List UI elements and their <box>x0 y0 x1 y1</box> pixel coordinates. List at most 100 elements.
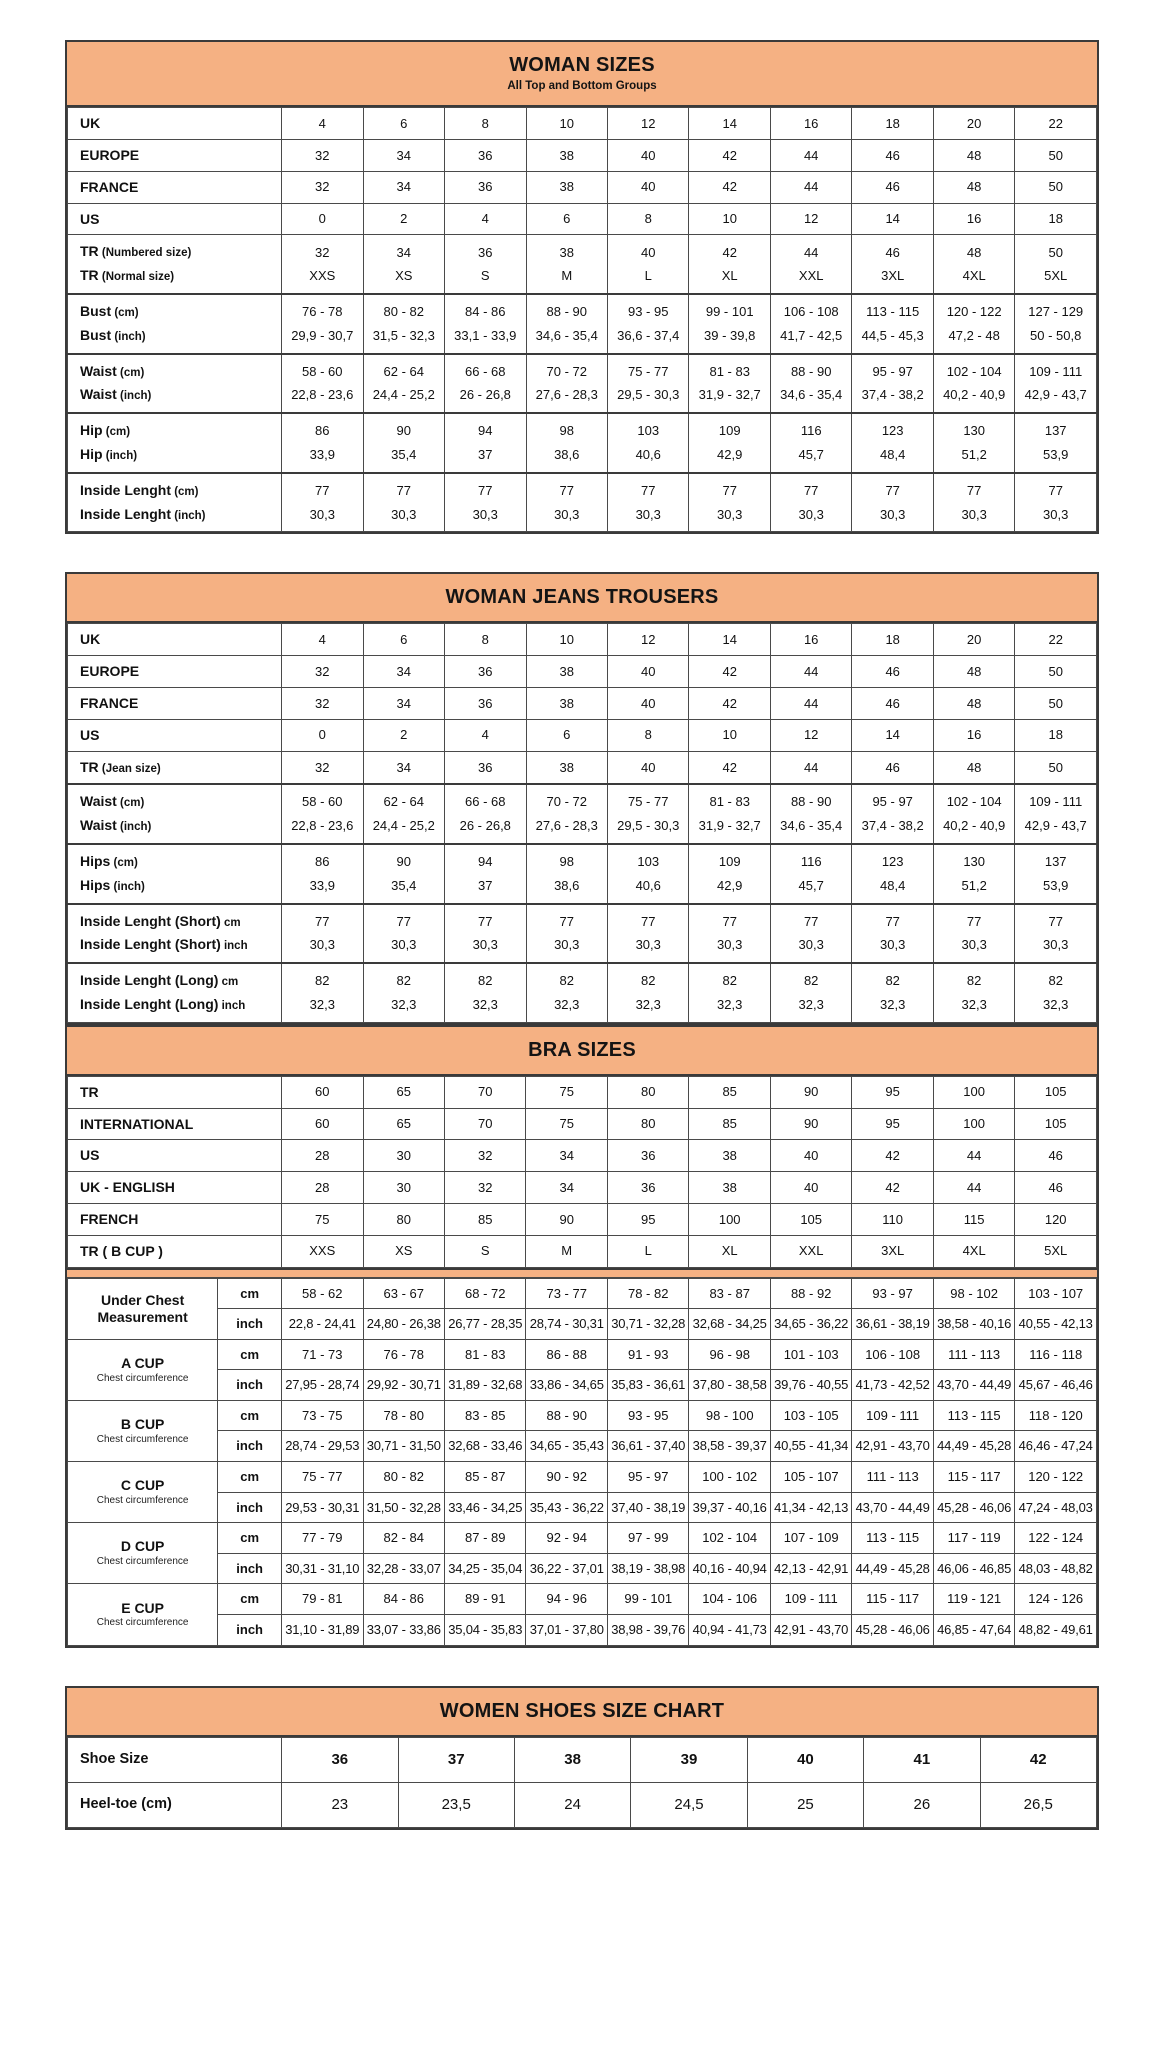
data-cell: 36,61 - 38,19 <box>851 1308 934 1340</box>
bra-sizes-grid: TR 60 65 70 75 80 85 90 95 100 105 INTERNATIONAL 60 6… <box>66 1075 1097 1268</box>
data-cell: 38 <box>525 750 608 785</box>
data-cell: 103 <box>606 842 690 874</box>
data-cell: 18 <box>1014 718 1097 752</box>
data-cell: 12 <box>606 107 690 141</box>
data-cell: 24,4 - 25,2 <box>362 814 446 845</box>
data-cell: 38,58 - 40,16 <box>932 1308 1016 1340</box>
data-cell: 86 - 88 <box>525 1338 608 1371</box>
row-label-text: Inside Lenght (Long) <box>80 995 219 1012</box>
data-cell: L <box>606 1234 690 1268</box>
data-cell: 34 <box>362 170 446 204</box>
data-cell: 87 - 89 <box>443 1522 527 1554</box>
data-cell: S <box>444 264 527 295</box>
table-row: Bust (cm) 76 - 78 80 - 82 84 - 86 88 - 90 93 … <box>66 293 1097 324</box>
data-cell: 90 - 92 <box>525 1461 608 1493</box>
unit-cell-cm: cm <box>217 1399 283 1432</box>
data-cell: 38,58 - 39,37 <box>688 1430 771 1463</box>
data-cell: 30,3 <box>281 502 364 533</box>
cup-row-label: E CUP Chest circumference <box>66 1583 219 1646</box>
data-cell: 37,40 - 38,19 <box>606 1491 690 1524</box>
women-shoes-title: WOMEN SHOES SIZE CHART <box>439 1699 725 1722</box>
cup-note: Chest circumference <box>96 1372 189 1384</box>
data-cell: 29,53 - 30,31 <box>281 1491 364 1524</box>
data-cell: 42,91 - 43,70 <box>851 1430 934 1463</box>
data-cell: 82 <box>769 962 853 993</box>
row-label: TR (Normal size) <box>66 264 283 295</box>
woman-jeans-trousers-title-band: WOMAN JEANS TROUSERS <box>67 574 1097 624</box>
data-cell: 35,43 - 36,22 <box>525 1491 608 1524</box>
data-cell: 106 - 108 <box>851 1338 934 1371</box>
data-cell: 77 <box>444 902 527 934</box>
data-cell: 30,3 <box>932 933 1016 964</box>
data-cell: 40,2 - 40,9 <box>932 383 1016 414</box>
row-label-text: FRANCE <box>80 178 139 195</box>
data-cell: 38 <box>525 686 608 720</box>
data-cell: 46 <box>851 170 934 204</box>
data-cell: 18 <box>851 107 934 141</box>
data-cell: 42,9 <box>688 873 771 905</box>
data-cell: 94 - 96 <box>525 1583 608 1616</box>
data-cell: 96 - 98 <box>688 1338 771 1371</box>
data-cell: 48 <box>932 686 1016 720</box>
data-cell: 65 <box>362 1075 446 1109</box>
data-cell: 20 <box>932 107 1016 141</box>
table-row: EUROPE 32 34 36 38 40 42 44 46 48 50 <box>66 655 1097 688</box>
data-cell: 42 <box>851 1171 934 1204</box>
data-cell: 37 <box>444 442 527 474</box>
data-cell: 100 - 102 <box>688 1461 771 1493</box>
data-cell: 66 - 68 <box>444 352 527 384</box>
data-cell: 95 <box>606 1202 690 1236</box>
table-row: TR (Normal size) XXS XS S M L XL XXL 3XL 4XL 5XL <box>66 264 1097 295</box>
row-label: FRANCE <box>66 170 283 204</box>
data-cell: 34 <box>362 139 446 172</box>
data-cell: 82 <box>525 962 608 993</box>
data-cell: 38 <box>525 170 608 204</box>
table-row: D CUP Chest circumference cm 77 - 79 82 - 84… <box>66 1522 1097 1585</box>
data-cell: 8 <box>606 202 690 236</box>
data-cell: 24,4 - 25,2 <box>362 383 446 414</box>
unit-cell-inch: inch <box>217 1552 283 1585</box>
data-cell: 42 <box>688 686 771 720</box>
data-cell: 107 - 109 <box>769 1522 853 1554</box>
data-cell: 27,95 - 28,74 <box>281 1369 364 1401</box>
data-cell: 42 <box>851 1139 934 1173</box>
row-label-unit: (cm) <box>110 856 138 869</box>
row-label-text: Inside Lenght (Short) <box>80 936 221 953</box>
data-cell: 22,8 - 23,6 <box>281 814 364 845</box>
table-row: Heel-toe (cm) 23 23,5 24 24,5 25 26 26,5 <box>66 1781 1098 1828</box>
data-cell: 46 <box>1014 1171 1097 1204</box>
table-row: Hip (cm) 86 90 94 98 103 109 116 123 130 137 <box>66 412 1097 443</box>
data-cell: 32,28 - 33,07 <box>362 1552 446 1585</box>
data-cell: 32,3 <box>851 992 934 1023</box>
data-cell: 47,2 - 48 <box>932 323 1016 355</box>
data-cell: 33,46 - 34,25 <box>443 1491 527 1524</box>
data-cell: 111 - 113 <box>851 1461 934 1493</box>
data-cell: 73 - 77 <box>525 1277 608 1310</box>
data-cell: 50 <box>1014 750 1097 785</box>
row-label: Inside Lenght (Short) inch <box>66 933 283 964</box>
data-cell: S <box>443 1234 527 1268</box>
data-cell: 70 - 72 <box>525 352 608 384</box>
data-cell: 40 <box>746 1736 865 1783</box>
data-cell: 36 <box>444 686 527 720</box>
data-cell: 109 - 111 <box>1014 352 1097 384</box>
table-row: inch 22,8 - 24,41 24,80 - 26,38 26,77 - 28,… <box>68 1308 1097 1340</box>
data-cell: 0 <box>281 718 364 752</box>
data-cell: 105 - 107 <box>769 1461 853 1493</box>
table-row: Inside Lenght (Long) cm 82 82 82 82 82 82 82 82 8… <box>66 962 1097 993</box>
data-cell: 30,3 <box>525 933 608 964</box>
data-cell: 106 - 108 <box>769 293 853 324</box>
data-cell: 40 <box>606 234 690 265</box>
table-row: FRANCE 32 34 36 38 40 42 44 46 48 50 <box>66 170 1097 204</box>
row-label: Waist (cm) <box>66 352 283 384</box>
data-cell: 42,9 - 43,7 <box>1014 383 1097 414</box>
data-cell: 36,61 - 37,40 <box>606 1430 690 1463</box>
data-cell: 23,5 <box>397 1781 515 1828</box>
data-cell: 123 <box>851 412 934 443</box>
row-label-text: Inside Lenght <box>80 505 171 522</box>
data-cell: 5XL <box>1014 1234 1097 1268</box>
data-cell: 32,3 <box>444 992 527 1023</box>
data-cell: 68 - 72 <box>443 1277 527 1310</box>
data-cell: 29,9 - 30,7 <box>281 323 364 355</box>
row-label-unit: (cm) <box>111 307 139 319</box>
